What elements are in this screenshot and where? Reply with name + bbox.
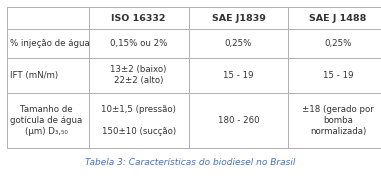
Bar	[189, 58, 288, 93]
Text: SAE J1839: SAE J1839	[211, 14, 266, 23]
Bar	[288, 93, 381, 148]
Bar	[89, 7, 189, 29]
Text: ±18 (gerado por
bomba
normalizada): ±18 (gerado por bomba normalizada)	[302, 105, 374, 136]
Text: 15 - 19: 15 - 19	[223, 71, 254, 80]
Text: IFT (mN/m): IFT (mN/m)	[10, 71, 58, 80]
Text: 180 - 260: 180 - 260	[218, 116, 259, 125]
Bar	[7, 7, 89, 29]
Bar	[288, 7, 381, 29]
Text: 0,25%: 0,25%	[325, 39, 352, 48]
Text: Tamanho de
gotícula de água
(μm) D₃,₅₀: Tamanho de gotícula de água (μm) D₃,₅₀	[10, 105, 82, 136]
Bar	[189, 93, 288, 148]
Text: ISO 16332: ISO 16332	[111, 14, 166, 23]
Bar	[288, 29, 381, 58]
Bar	[7, 58, 89, 93]
Bar	[7, 29, 89, 58]
Text: SAE J 1488: SAE J 1488	[309, 14, 367, 23]
Text: 13±2 (baixo)
22±2 (alto): 13±2 (baixo) 22±2 (alto)	[110, 65, 167, 85]
Bar	[89, 29, 189, 58]
Text: 15 - 19: 15 - 19	[323, 71, 354, 80]
Bar	[288, 58, 381, 93]
Bar	[189, 29, 288, 58]
Text: Tabela 3: Características do biodiesel no Brasil: Tabela 3: Características do biodiesel n…	[85, 158, 296, 167]
Text: % injeção de água: % injeção de água	[10, 39, 90, 48]
Text: 0,25%: 0,25%	[225, 39, 252, 48]
Text: 0,15% ou 2%: 0,15% ou 2%	[110, 39, 167, 48]
Bar	[189, 7, 288, 29]
Bar	[89, 93, 189, 148]
Bar	[7, 93, 89, 148]
Text: 10±1,5 (pressão)

150±10 (sucção): 10±1,5 (pressão) 150±10 (sucção)	[101, 105, 176, 136]
Bar	[89, 58, 189, 93]
